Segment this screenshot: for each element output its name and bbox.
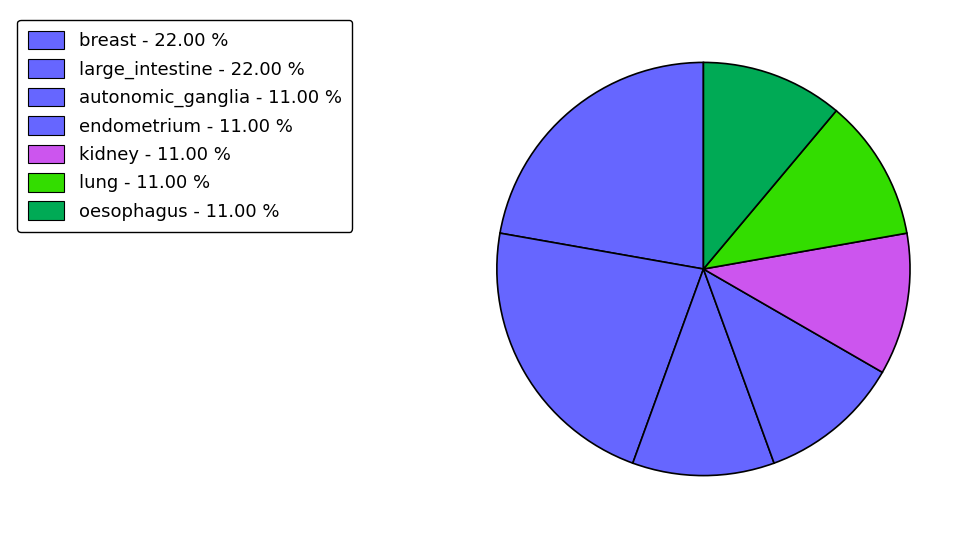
Wedge shape [703, 269, 882, 463]
Wedge shape [633, 269, 774, 476]
Legend: breast - 22.00 %, large_intestine - 22.00 %, autonomic_ganglia - 11.00 %, endome: breast - 22.00 %, large_intestine - 22.0… [18, 20, 353, 231]
Wedge shape [703, 62, 836, 269]
Wedge shape [500, 62, 703, 269]
Wedge shape [703, 111, 907, 269]
Wedge shape [497, 233, 703, 463]
Wedge shape [703, 233, 910, 372]
